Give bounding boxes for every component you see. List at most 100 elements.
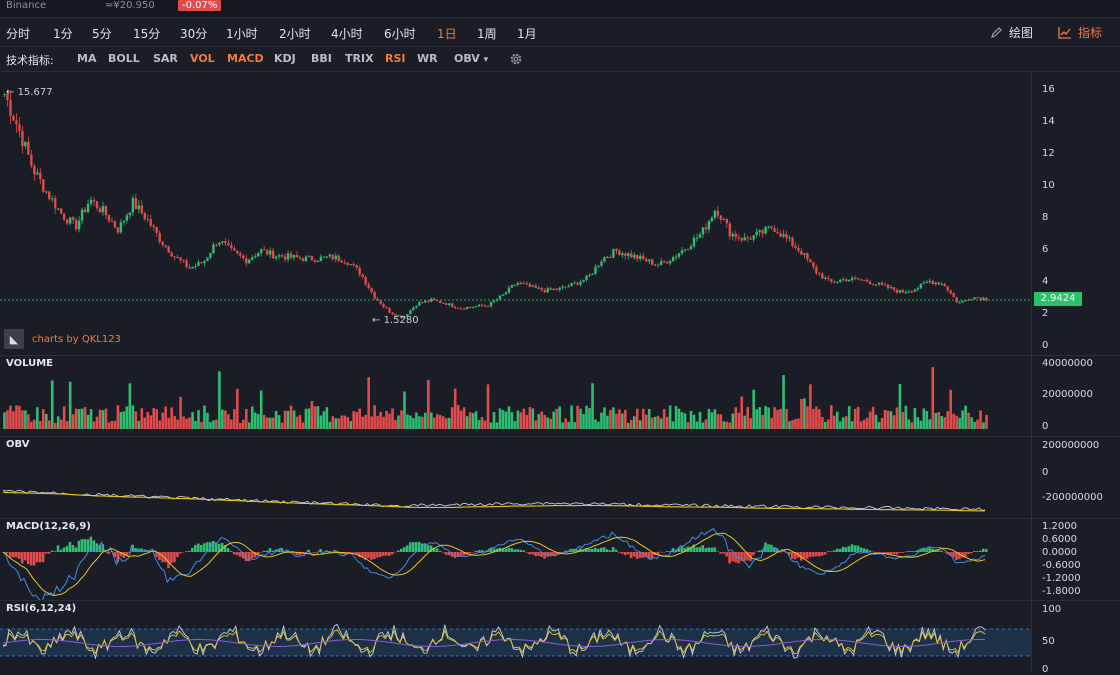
ind-vol[interactable]: VOL [190, 52, 215, 65]
tf-2h[interactable]: 2小时 [279, 27, 311, 41]
macd-histogram-bar [573, 549, 576, 552]
candle-body [33, 165, 36, 175]
rsi-tick: 0 [1042, 664, 1049, 675]
candle-body [322, 256, 326, 258]
candle-body [701, 227, 705, 235]
ind-sar[interactable]: SAR [153, 52, 178, 65]
candle-body [146, 219, 149, 221]
ind-macd[interactable]: MACD [227, 52, 264, 65]
tf-6h[interactable]: 6小时 [384, 27, 416, 41]
candle-body [77, 220, 81, 230]
tf-4h[interactable]: 4小时 [331, 27, 363, 41]
candle-body [215, 244, 218, 246]
candle-body [874, 284, 878, 286]
candle-body [549, 288, 552, 290]
ind-boll[interactable]: BOLL [108, 52, 140, 65]
candle-body [257, 253, 260, 257]
candle-body [794, 245, 797, 248]
candle-body [343, 262, 346, 264]
volume-bar [815, 406, 818, 429]
candle-body [316, 260, 320, 262]
candle-body [295, 254, 299, 258]
volume-bar [609, 409, 612, 429]
volume-bar [131, 405, 135, 429]
macd-histogram-bar [358, 552, 361, 558]
volume-bar [612, 407, 615, 429]
candle-body [60, 208, 63, 214]
macd-histogram-bar [468, 552, 472, 554]
candle-body [695, 237, 699, 239]
volume-bar [56, 416, 60, 429]
macd-histogram-bar [14, 552, 18, 558]
volume-bar [967, 412, 970, 429]
volume-bar [74, 408, 78, 429]
candlestick-chart[interactable] [0, 72, 1031, 355]
macd-histogram-bar [847, 546, 851, 552]
ind-kdj[interactable]: KDJ [274, 52, 296, 65]
macd-histogram-bar [394, 551, 397, 553]
volume-bar [498, 408, 502, 429]
tf-1w[interactable]: 1周 [477, 27, 497, 41]
candle-body [591, 273, 594, 275]
candle-body [812, 262, 815, 267]
volume-bar [946, 410, 949, 429]
candle-body [928, 280, 931, 282]
obv-chart [2, 489, 986, 512]
volume-bar [170, 407, 173, 429]
ind-wr[interactable]: WR [417, 52, 438, 65]
candle-body [809, 259, 812, 263]
candle-body [397, 315, 400, 317]
macd-histogram-bar [722, 552, 725, 554]
macd-histogram-bar [214, 542, 218, 552]
ind-bbi[interactable]: BBI [311, 52, 332, 65]
macd-histogram-bar [101, 543, 105, 552]
tf-30m[interactable]: 30分 [180, 27, 208, 41]
macd-histogram-bar [868, 550, 872, 552]
tf-5m[interactable]: 5分 [92, 27, 112, 41]
candle-body [656, 264, 660, 266]
tf-tick[interactable]: 分时 [6, 27, 31, 41]
volume-bar [901, 412, 905, 429]
tf-1m[interactable]: 1分 [53, 27, 73, 41]
macd-histogram-bar [793, 552, 797, 560]
volume-bar [979, 410, 982, 429]
ticker-bar: Binance ≈¥20.950 -0.07% [0, 0, 1120, 18]
rsi-24-line [2, 639, 986, 647]
candle-body [349, 264, 352, 266]
candle-body [940, 283, 943, 285]
volume-bar [606, 415, 609, 429]
macd-histogram-bar [352, 552, 355, 553]
candle-body [764, 226, 767, 234]
candle-body [489, 301, 493, 307]
indicator-button[interactable]: 指标 [1058, 24, 1102, 41]
volume-bar [570, 405, 573, 429]
macd-histogram-bar [322, 551, 325, 553]
ind-ma[interactable]: MA [77, 52, 97, 65]
volume-bar [627, 422, 630, 429]
candle-body [433, 298, 436, 301]
volume-bar [400, 410, 403, 429]
ind-trix[interactable]: TRIX [345, 52, 374, 65]
pane-divider [0, 600, 1120, 601]
candle-body [704, 227, 708, 230]
macd-histogram-bar [107, 552, 111, 554]
volume-bar [940, 415, 944, 429]
candle-body [289, 253, 293, 258]
tf-1d[interactable]: 1日 [437, 27, 457, 41]
gear-icon[interactable] [509, 52, 523, 66]
candle-body [740, 238, 743, 241]
macd-histogram-bar [510, 548, 514, 552]
candle-body [671, 257, 675, 262]
candle-body [388, 308, 391, 313]
draw-button[interactable]: 绘图 [990, 24, 1033, 41]
ind-rsi[interactable]: RSI [385, 52, 406, 65]
tf-15m[interactable]: 15分 [133, 27, 161, 41]
macd-histogram-bar [376, 552, 379, 558]
tf-1mo[interactable]: 1月 [517, 27, 537, 41]
macd-histogram-bar [361, 552, 364, 558]
tf-1h[interactable]: 1小时 [226, 27, 258, 41]
volume-bar [624, 409, 627, 429]
candle-body [310, 255, 314, 261]
macd-histogram-bar [970, 552, 973, 554]
ind-obv-dropdown[interactable]: OBV ▾ [454, 52, 488, 65]
